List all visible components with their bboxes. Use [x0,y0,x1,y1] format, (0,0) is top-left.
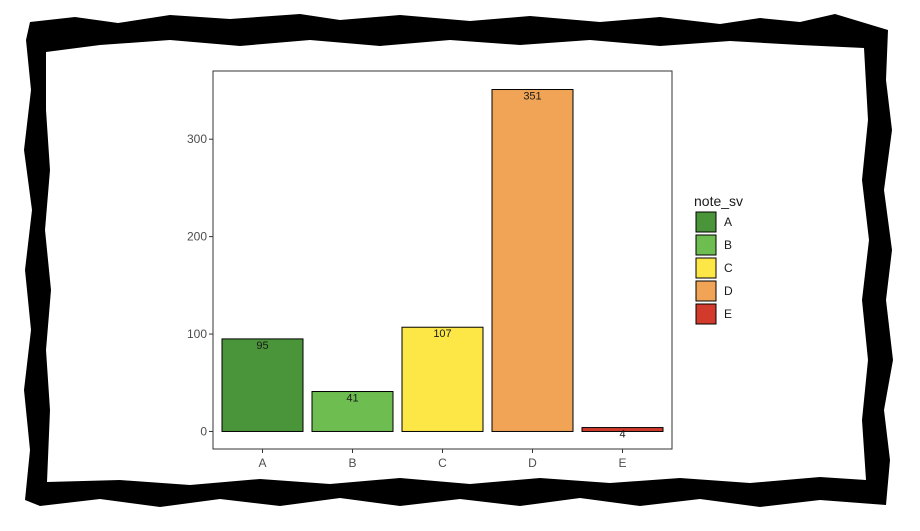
x-tick-label: E [618,456,626,470]
legend-key-E [695,303,717,325]
bar-E [581,427,664,432]
bar-C [401,326,484,432]
x-tick-label: C [438,456,447,470]
x-axis: A B C D E [258,449,627,470]
legend-key-D [695,280,717,302]
bar-D [491,89,574,432]
bar-B [311,391,394,432]
x-tick-label: B [348,456,356,470]
y-axis: 0 100 200 300 [187,132,213,438]
legend-key-A [695,211,717,233]
data-label-A: 95 [256,340,268,352]
legend-label-D: D [724,284,733,298]
y-tick-label: 200 [187,230,207,244]
legend-label-C: C [724,261,733,275]
data-label-B: 41 [346,393,358,405]
y-tick-label: 100 [187,327,207,341]
x-tick-label: D [528,456,537,470]
x-tick-label: A [258,456,266,470]
data-label-D: 351 [523,91,541,103]
legend-label-E: E [724,307,732,321]
legend-label-B: B [724,238,732,252]
y-tick-label: 0 [200,424,207,438]
y-tick-label: 300 [187,132,207,146]
data-label-E: 4 [619,428,625,440]
bars [221,89,664,432]
data-label-C: 107 [433,328,451,340]
bar-A [221,338,304,432]
legend-title: note_sv [694,193,743,209]
legend-key-C [695,257,717,279]
legend-label-A: A [724,215,732,229]
legend-key-B [695,234,717,256]
data-labels: 95 41 107 351 4 [256,91,625,441]
